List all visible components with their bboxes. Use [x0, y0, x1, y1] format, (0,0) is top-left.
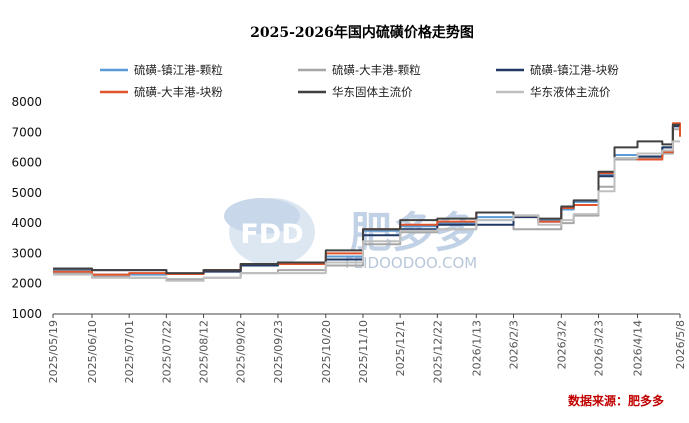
y-tick-label: 1000	[11, 307, 42, 321]
x-tick-label: 2026/3/23	[593, 320, 606, 376]
y-tick-label: 7000	[11, 125, 42, 139]
x-tick-label: 2025/05/19	[47, 320, 60, 383]
y-tick-label: 8000	[11, 95, 42, 109]
x-tick-label: 2025/11/10	[357, 320, 370, 383]
legend-label: 硫磺-镇江港-块粉	[530, 63, 619, 77]
legend-label: 硫磺-大丰港-块粉	[134, 85, 223, 99]
x-tick-label: 2025/10/20	[320, 320, 333, 383]
series-lines	[53, 122, 681, 282]
x-tick-label: 2026/1/13	[470, 320, 483, 376]
x-tick-label: 2025/06/10	[86, 320, 99, 383]
x-tick-label: 2026/4/14	[631, 320, 644, 376]
y-tick-label: 4000	[11, 216, 42, 230]
watermark-logo-wave	[224, 198, 300, 234]
series-line-5	[53, 140, 680, 282]
x-tick-label: 2025/12/22	[431, 320, 444, 383]
y-tick-label: 5000	[11, 186, 42, 200]
x-tick-label: 2025/07/01	[123, 320, 136, 383]
y-tick-label: 3000	[11, 246, 42, 260]
y-axis-ticks: 1000 2000 3000 4000 5000 6000 7000 8000	[11, 95, 42, 321]
x-tick-label: 2026/5/8	[674, 320, 687, 369]
watermark: FDD 肥多多 FEIDOODOO.COM	[224, 198, 477, 272]
legend-label: 硫磺-大丰港-颗粒	[332, 63, 421, 77]
x-tick-label: 2025/09/02	[235, 320, 248, 383]
y-tick-label: 6000	[11, 156, 42, 170]
legend-label: 硫磺-镇江港-颗粒	[134, 63, 223, 77]
series-line-4	[53, 123, 680, 275]
chart-title: 2025-2026年国内硫磺价格走势图	[250, 24, 474, 41]
x-tick-label: 2026/3/2	[555, 320, 568, 369]
legend-label: 华东液体主流价	[530, 85, 611, 99]
x-tick-label: 2025/08/12	[198, 320, 211, 383]
watermark-logo-text: FDD	[240, 219, 303, 250]
watermark-url-text: FEIDOODOO.COM	[345, 254, 477, 272]
y-tick-label: 2000	[11, 277, 42, 291]
x-tick-label: 2025/12/1	[394, 320, 407, 376]
x-tick-label: 2025/07/22	[160, 320, 173, 383]
x-tick-label: 2025/09/23	[272, 320, 285, 383]
source-label: 数据来源：肥多多	[568, 393, 664, 408]
x-axis-ticks: 2025/05/19 2025/06/10 2025/07/01 2025/07/22…	[47, 314, 687, 383]
legend-label: 华东固体主流价	[332, 85, 413, 99]
x-tick-label: 2026/2/3	[508, 320, 521, 369]
